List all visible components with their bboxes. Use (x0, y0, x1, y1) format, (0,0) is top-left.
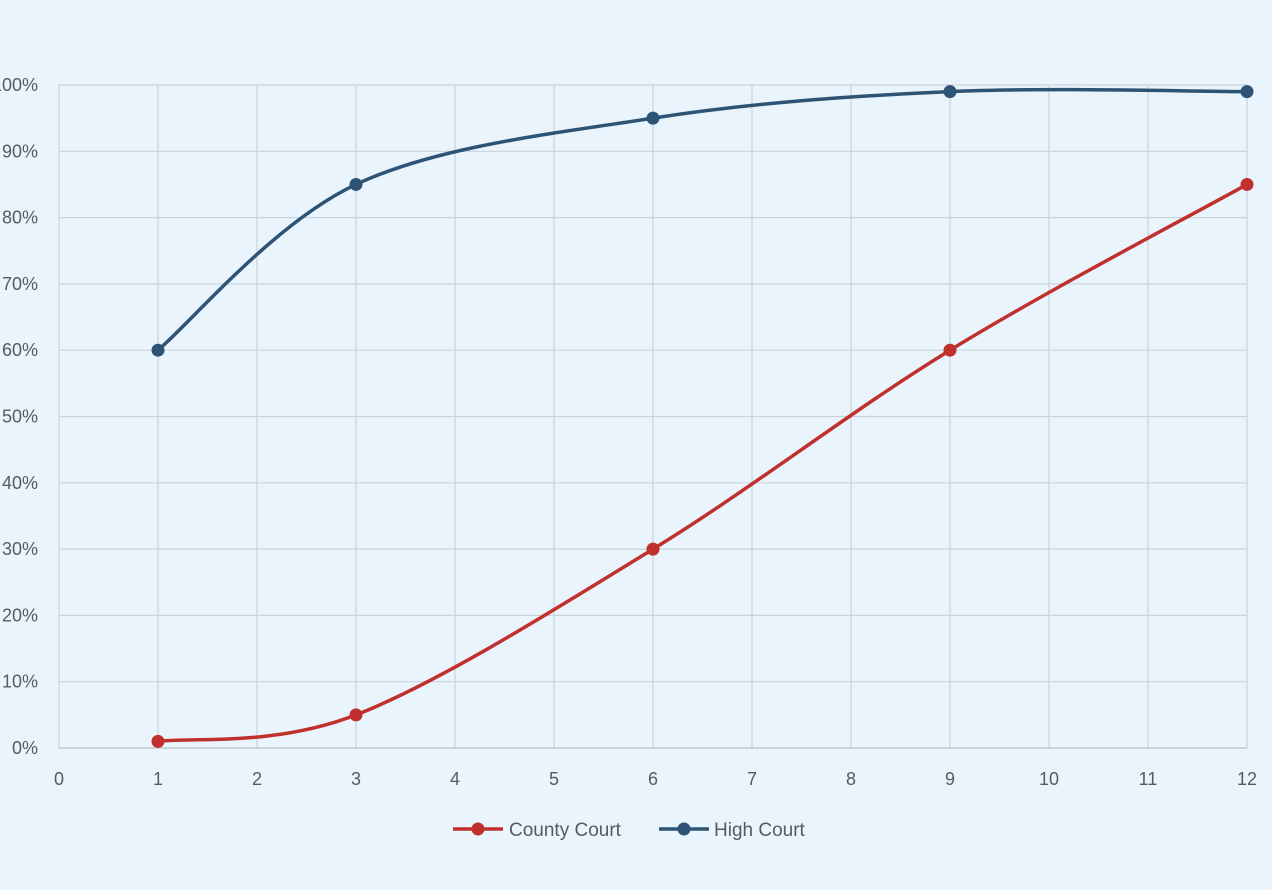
series-line-county-court (156, 182, 1249, 744)
data-point-county-court (646, 542, 660, 556)
data-point-high-court (1240, 85, 1254, 99)
grid (58, 84, 1248, 748)
y-tick-label: 10% (2, 672, 38, 692)
legend-label: High Court (714, 820, 806, 841)
series-high-court (151, 85, 1254, 357)
y-tick-label: 0% (12, 738, 38, 758)
series-layer (151, 85, 1254, 748)
series-line-high-court (156, 87, 1249, 352)
x-tick-label: 11 (1139, 769, 1158, 789)
y-tick-label: 80% (2, 208, 38, 228)
x-tick-label: 1 (153, 769, 163, 789)
y-tick-label: 60% (2, 340, 38, 360)
data-point-county-court (943, 343, 957, 357)
x-tick-label: 5 (549, 769, 559, 789)
x-tick-label: 8 (846, 769, 856, 789)
x-tick-label: 0 (54, 769, 64, 789)
x-tick-label: 12 (1237, 769, 1257, 789)
x-axis-ticks: 0 1 2 3 4 5 6 7 8 9 10 11 12 (54, 769, 1257, 789)
data-point-county-court (1240, 177, 1254, 191)
y-axis-ticks: 0% 10% 20% 30% 40% 50% 60% 70% 80% 90% 100% (0, 75, 38, 758)
x-tick-label: 3 (351, 769, 361, 789)
y-tick-label: 50% (2, 407, 38, 427)
data-point-high-court (151, 343, 165, 357)
data-point-county-court (151, 734, 165, 748)
y-tick-label: 20% (2, 605, 38, 625)
legend-item-high-court: High Court (659, 820, 806, 841)
y-tick-label: 40% (2, 473, 38, 493)
legend: County Court High Court (453, 820, 806, 841)
x-tick-label: 6 (648, 769, 658, 789)
x-tick-label: 7 (747, 769, 757, 789)
y-tick-label: 100% (0, 75, 38, 95)
data-point-county-court (349, 708, 363, 722)
legend-swatch-marker (677, 822, 691, 836)
data-point-high-court (943, 85, 957, 99)
data-point-high-court (646, 111, 660, 125)
legend-label: County Court (509, 820, 622, 841)
series-county-court (151, 177, 1254, 748)
x-tick-label: 2 (252, 769, 262, 789)
x-tick-label: 10 (1039, 769, 1059, 789)
y-tick-label: 90% (2, 141, 38, 161)
legend-item-county-court: County Court (453, 820, 622, 841)
legend-swatch-marker (471, 822, 485, 836)
x-tick-label: 9 (945, 769, 955, 789)
y-tick-label: 70% (2, 274, 38, 294)
y-tick-label: 30% (2, 539, 38, 559)
x-tick-label: 4 (450, 769, 460, 789)
data-point-high-court (349, 177, 363, 191)
